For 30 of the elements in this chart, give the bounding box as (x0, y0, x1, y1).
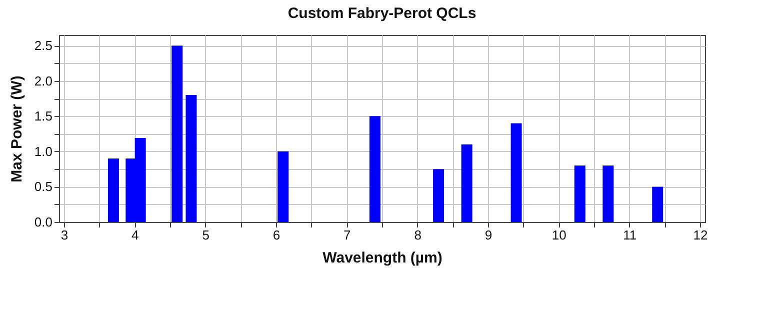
bar (602, 166, 614, 222)
bar (433, 169, 444, 222)
bar (278, 151, 289, 222)
bar (574, 166, 586, 222)
x-tick-label: 5 (202, 228, 210, 242)
x-tick-label: 7 (344, 228, 351, 242)
bar (652, 186, 664, 222)
bar (369, 116, 380, 222)
bar (510, 123, 522, 222)
y-tick-label: 1.5 (34, 108, 52, 124)
y-tick-label: 1.0 (34, 144, 52, 159)
y-tick-label: 0.0 (34, 214, 52, 230)
y-axis-title: Max Power (W) (8, 76, 26, 182)
chart-title: Custom Fabry-Perot QCLs (288, 5, 476, 22)
x-tick-label: 10 (552, 228, 566, 242)
x-tick-label: 6 (272, 228, 280, 242)
y-tick-label: 0.5 (34, 179, 52, 194)
x-tick-label: 9 (484, 228, 492, 242)
x-tick-label: 8 (414, 228, 422, 242)
y-tick-label: 2.5 (34, 38, 52, 54)
x-tick-label: 3 (60, 228, 68, 242)
y-tick-label: 2.0 (34, 73, 52, 88)
x-axis-title: Wavelength (µm) (322, 250, 442, 266)
bar (186, 94, 197, 222)
bar (461, 144, 472, 222)
x-tick-label: 4 (132, 228, 139, 242)
x-tick-label: 11 (623, 228, 637, 242)
bar (172, 46, 183, 222)
bar (108, 158, 119, 222)
x-tick-label: 12 (693, 228, 708, 242)
